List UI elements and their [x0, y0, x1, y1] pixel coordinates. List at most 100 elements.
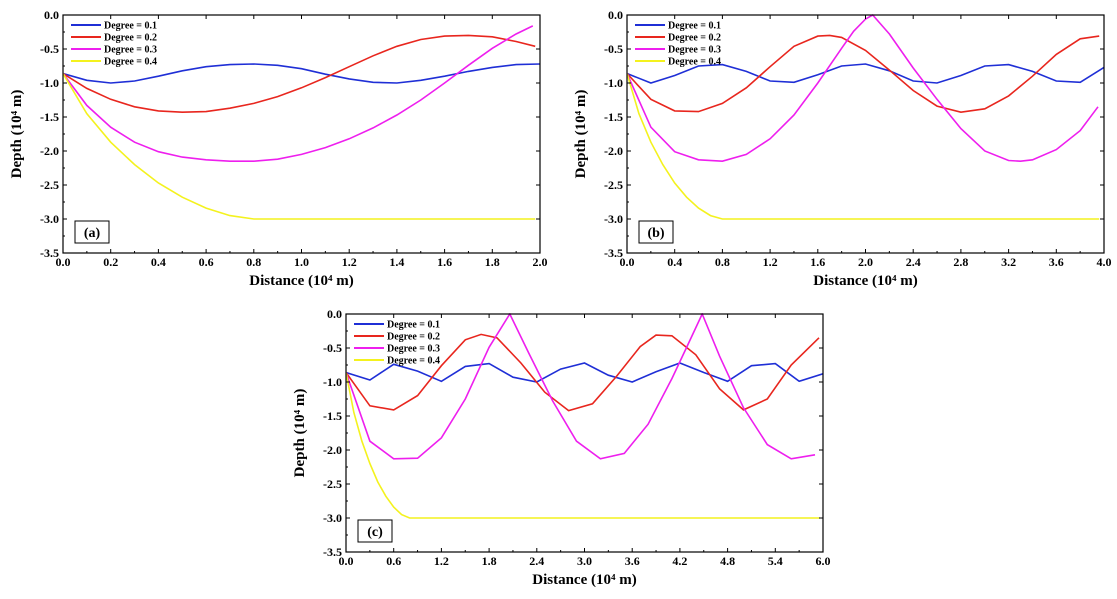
- series-line-degree-2: [627, 34, 1100, 114]
- y-tick-label: -2.0: [604, 144, 623, 158]
- legend-label-degree-4: Degree = 0.4: [104, 57, 157, 68]
- legend-label-degree-2: Degree = 0.2: [104, 33, 157, 44]
- x-tick-label: 0.2: [103, 255, 118, 269]
- y-tick-label: 0.0: [44, 8, 59, 22]
- x-axis-title: Distance (10⁴ m): [813, 273, 917, 289]
- x-tick-label: 1.2: [342, 255, 357, 269]
- y-tick-label: -1.0: [40, 76, 59, 90]
- series-line-degree-2: [346, 333, 820, 412]
- legend-label-degree-1: Degree = 0.1: [387, 320, 440, 331]
- y-tick-label: -3.0: [40, 212, 59, 226]
- x-tick-label: 0.0: [620, 255, 635, 269]
- x-tick-label: 5.4: [768, 554, 783, 568]
- y-tick-label: -2.0: [323, 443, 342, 457]
- legend-label-degree-1: Degree = 0.1: [104, 21, 157, 32]
- x-tick-label: 0.8: [246, 255, 261, 269]
- x-tick-label: 4.8: [720, 554, 735, 568]
- x-tick-label: 4.2: [672, 554, 687, 568]
- series-line-degree-1: [346, 362, 823, 383]
- x-tick-label: 1.6: [437, 255, 452, 269]
- x-tick-label: 4.0: [1097, 255, 1112, 269]
- x-axis-title: Distance (10⁴ m): [532, 572, 636, 588]
- legend-label-degree-3: Degree = 0.3: [104, 45, 157, 56]
- panel-label-box: [74, 220, 110, 244]
- series-line-degree-3: [63, 25, 534, 162]
- x-tick-label: 2.4: [906, 255, 921, 269]
- x-tick-label: 3.6: [1049, 255, 1064, 269]
- y-tick-label: -3.5: [604, 246, 623, 260]
- x-tick-label: 1.8: [485, 255, 500, 269]
- chart-panel-2: 0.0 0.4 0.8 1.2 1.6 2.0 2.4 2.8 3.2 3.6 4.0 0.0 -0.5…: [573, 8, 1112, 289]
- y-tick-label: -2.5: [40, 178, 59, 192]
- y-tick-label: -3.0: [323, 511, 342, 525]
- legend-label-degree-1: Degree = 0.1: [668, 21, 721, 32]
- x-tick-label: 0.4: [151, 255, 166, 269]
- y-axis-title: Depth (10⁴ m): [573, 90, 589, 179]
- x-tick-label: 0.4: [667, 255, 682, 269]
- chart-panel-3: 0.0 0.6 1.2 1.8 2.4 3.0 3.6 4.2 4.8 5.4 6.0 0.0 -0.5…: [292, 307, 831, 588]
- panel-label: (a): [84, 226, 101, 241]
- legend-label-degree-4: Degree = 0.4: [387, 356, 440, 367]
- x-axis-title: Distance (10⁴ m): [249, 273, 353, 289]
- y-tick-label: 0.0: [608, 8, 623, 22]
- y-tick-label: -3.5: [323, 545, 342, 559]
- x-tick-label: 0.0: [339, 554, 354, 568]
- series-line-degree-4: [346, 372, 820, 519]
- series-line-degree-1: [627, 63, 1104, 84]
- series-line-degree-3: [627, 14, 1099, 163]
- y-tick-label: -2.5: [604, 178, 623, 192]
- chart-panel-1: 0.0 0.2 0.4 0.6 0.8 1.0 1.2 1.4 1.6 1.8 2.0 0.0 -0.5…: [9, 8, 548, 289]
- x-tick-label: 0.6: [199, 255, 214, 269]
- series-line-degree-2: [63, 34, 536, 114]
- legend-label-degree-3: Degree = 0.3: [387, 344, 440, 355]
- x-tick-label: 1.6: [810, 255, 825, 269]
- x-tick-label: 1.8: [482, 554, 497, 568]
- y-tick-label: -0.5: [323, 341, 342, 355]
- x-tick-label: 1.2: [763, 255, 778, 269]
- x-tick-label: 0.6: [386, 554, 401, 568]
- y-tick-label: -1.5: [40, 110, 59, 124]
- y-tick-label: -2.0: [40, 144, 59, 158]
- legend-label-degree-4: Degree = 0.4: [668, 57, 721, 68]
- x-tick-label: 2.0: [533, 255, 548, 269]
- x-tick-label: 3.2: [1001, 255, 1016, 269]
- y-tick-label: 0.0: [327, 307, 342, 321]
- x-tick-label: 1.0: [294, 255, 309, 269]
- y-axis-title: Depth (10⁴ m): [9, 90, 25, 179]
- y-tick-label: -3.0: [604, 212, 623, 226]
- x-tick-label: 3.6: [625, 554, 640, 568]
- legend-label-degree-2: Degree = 0.2: [387, 332, 440, 343]
- y-tick-label: -1.0: [604, 76, 623, 90]
- panel-label: (c): [367, 525, 383, 540]
- y-tick-label: -3.5: [40, 246, 59, 260]
- x-tick-label: 2.4: [529, 554, 544, 568]
- x-tick-label: 3.0: [577, 554, 592, 568]
- panel-label-box: [357, 519, 393, 543]
- y-axis-title: Depth (10⁴ m): [292, 389, 308, 478]
- legend-label-degree-3: Degree = 0.3: [668, 45, 721, 56]
- legend-label-degree-2: Degree = 0.2: [668, 33, 721, 44]
- x-tick-label: 1.4: [389, 255, 404, 269]
- panel-label-box: [638, 220, 674, 244]
- series-line-degree-4: [63, 73, 536, 220]
- y-tick-label: -1.5: [323, 409, 342, 423]
- series-line-degree-3: [346, 313, 816, 460]
- x-tick-label: 2.0: [858, 255, 873, 269]
- y-tick-label: -1.5: [604, 110, 623, 124]
- series-line-degree-1: [63, 63, 540, 84]
- x-tick-label: 6.0: [816, 554, 831, 568]
- y-tick-label: -2.5: [323, 477, 342, 491]
- y-tick-label: -0.5: [604, 42, 623, 56]
- x-tick-label: 1.2: [434, 554, 449, 568]
- series-line-degree-4: [627, 73, 1100, 220]
- x-tick-label: 0.0: [56, 255, 71, 269]
- panel-label: (b): [647, 226, 664, 241]
- x-tick-label: 2.8: [953, 255, 968, 269]
- x-tick-label: 0.8: [715, 255, 730, 269]
- y-tick-label: -0.5: [40, 42, 59, 56]
- y-tick-label: -1.0: [323, 375, 342, 389]
